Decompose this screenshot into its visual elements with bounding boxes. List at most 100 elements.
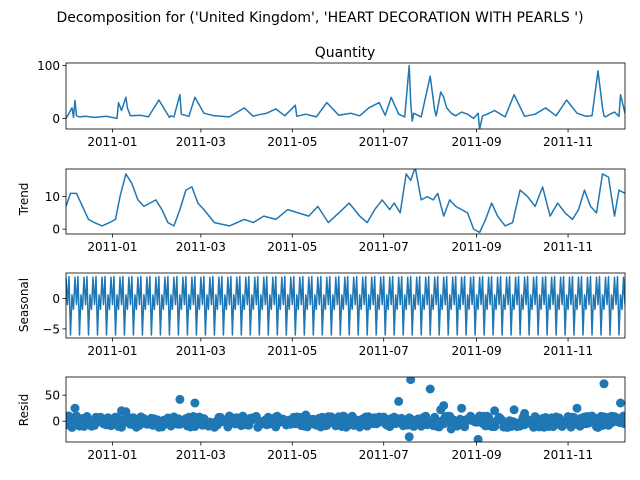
resid-point [409,421,419,431]
axes-frame [65,272,626,339]
seasonal-ylabel: Seasonal [17,278,31,332]
x-tick-label: 2011-09 [452,344,502,358]
resid-point [386,414,396,424]
y-tick-label: −5 [42,322,60,336]
x-tick-label: 2011-05 [267,448,317,462]
y-tick-label: 50 [45,389,60,403]
resid-point [67,422,77,432]
quantity-panel: Quantity 2011-01 2011-03 2011-05 2011-07 201… [37,45,626,149]
x-tick-label: 2011-03 [176,344,226,358]
x-tick-label: 2011-03 [176,135,226,149]
resid-point [90,420,99,430]
y-tick-label: 0 [52,415,60,429]
seasonal-panel: Seasonal 2011-01 2011-03 2011-05 2011-07 201… [17,272,626,358]
resid-point [102,415,111,425]
trend-panel: Trend 2011-01 2011-03 2011-05 2011-07 2011-0… [17,168,626,254]
resid-ylabel: Resid [17,394,31,426]
resid-point [562,419,572,429]
resid-point [446,424,456,434]
resid-point [239,419,249,429]
plot-area [66,377,625,442]
resid-point [322,420,332,430]
resid-point [166,420,176,430]
resid-point [587,411,597,421]
resid-point [406,377,416,385]
x-tick-label: 2011-07 [359,448,409,462]
resid-point [271,412,281,422]
resid-point [599,379,609,389]
resid-point [431,419,441,429]
x-tick-label: 2011-09 [452,448,502,462]
resid-point [439,401,449,411]
x-tick-label: 2011-11 [543,240,593,254]
x-tick-label: 2011-07 [359,344,409,358]
y-tick-label: 0 [52,292,60,306]
seasonal-line [66,275,625,336]
x-tick-label: 2011-09 [452,135,502,149]
resid-point [572,403,582,413]
resid-point [520,408,530,418]
resid-point [374,412,384,422]
resid-point [224,411,234,421]
resid-point [620,419,625,429]
plot-area [66,64,625,129]
resid-point [475,411,485,421]
axes-frame [65,376,626,443]
y-tick-label: 0 [52,112,60,126]
x-tick-label: 2011-05 [267,240,317,254]
resid-point [184,417,194,427]
resid-point [620,412,625,422]
y-tick-label: 0 [52,223,60,237]
resid-point [490,406,500,416]
resid-point [482,420,492,430]
quantity-panel-title: Quantity [315,45,376,61]
resid-panel: Resid 2011-01 2011-03 2011-05 2011-07 2011-0… [17,376,626,462]
x-tick-label: 2011-11 [543,448,593,462]
axes-frame [65,168,626,235]
resid-point [616,398,625,408]
resid-point [290,419,300,429]
resid-point [66,411,74,421]
resid-point [404,432,414,442]
trend-ylabel: Trend [17,183,31,217]
resid-point [190,398,200,408]
x-tick-label: 2011-11 [543,344,593,358]
resid-point [610,414,619,424]
resid-point [346,413,356,423]
axes-frame [65,62,626,130]
x-tick-label: 2011-11 [543,135,593,149]
resid-point [121,407,131,417]
x-tick-label: 2011-07 [359,135,409,149]
resid-point [473,434,483,442]
series-line [66,64,625,129]
resid-point [251,414,261,424]
resid-point [425,384,435,394]
resid-point [262,420,272,430]
resid-point [199,414,209,424]
resid-point [136,412,146,422]
x-tick-label: 2011-01 [87,135,137,149]
resid-point [593,422,603,432]
x-tick-label: 2011-03 [176,240,226,254]
plot-area [66,275,625,336]
x-tick-label: 2011-05 [267,344,317,358]
plot-area [66,169,625,234]
resid-point [70,403,80,413]
resid-point [541,421,551,431]
x-tick-label: 2011-01 [87,344,137,358]
resid-point [81,414,90,424]
resid-point [394,396,404,406]
series-line [66,169,625,234]
resid-point [301,410,311,420]
resid-point [154,418,164,428]
resid-point [509,405,519,415]
x-tick-label: 2011-09 [452,240,502,254]
x-tick-label: 2011-05 [267,135,317,149]
y-tick-label: 10 [45,190,60,204]
resid-point [364,418,374,428]
resid-point [125,419,135,429]
resid-point [457,403,467,413]
x-tick-label: 2011-01 [87,240,137,254]
figure-suptitle: Decomposition for ('United Kingdom', 'HE… [56,10,583,26]
